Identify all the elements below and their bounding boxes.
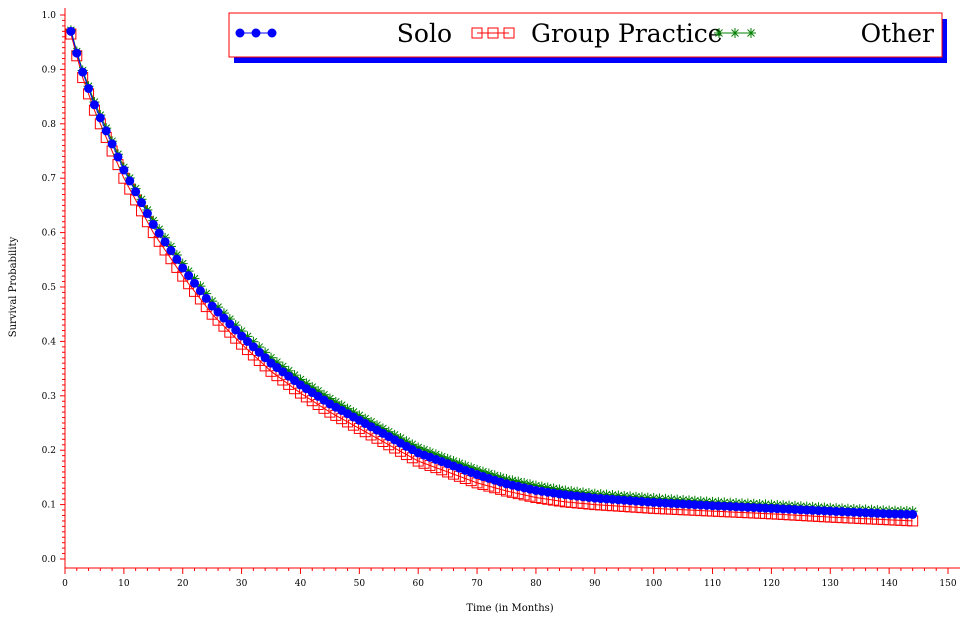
x-tick-label: 140 (881, 579, 898, 589)
legend-marker (251, 28, 261, 38)
series-solo (66, 26, 918, 519)
legend-marker (503, 27, 515, 39)
series-other (65, 25, 918, 517)
x-tick-label: 0 (62, 579, 68, 589)
data-point (148, 219, 158, 229)
data-point (160, 237, 170, 247)
legend-label: Other (861, 19, 934, 48)
legend-box (228, 12, 943, 58)
x-tick-label: 90 (589, 579, 601, 589)
x-tick-label: 80 (530, 579, 542, 589)
x-tick-label: 120 (763, 579, 780, 589)
data-point (254, 347, 264, 357)
data-point (78, 67, 88, 77)
data-point (242, 336, 252, 346)
data-point (207, 301, 217, 311)
data-point (260, 353, 270, 363)
data-point (101, 126, 111, 136)
data-point (231, 325, 241, 335)
y-tick-label: 0.8 (42, 120, 57, 130)
legend-marker (730, 28, 740, 38)
x-tick-label: 30 (236, 579, 248, 589)
series-line (70, 31, 913, 515)
x-tick-label: 110 (704, 579, 721, 589)
data-point (95, 113, 105, 123)
legend-items: Solo Group Practice Other (235, 19, 934, 48)
y-tick-label: 0.9 (42, 65, 57, 75)
x-tick-label: 10 (118, 579, 130, 589)
x-tick-label: 130 (822, 579, 839, 589)
data-point (89, 100, 99, 110)
y-tick-label: 1.0 (42, 11, 57, 21)
x-tick-label: 20 (177, 579, 189, 589)
data-point (213, 307, 223, 317)
legend-label: Solo (397, 19, 452, 48)
axes: 0.0 0.1 0.2 0.3 0.4 0.5 0.6 0.7 0.8 0.9 1.0 0 10 20 3… (8, 8, 960, 614)
y-axis-title: Survival Probability (8, 236, 19, 337)
data-point (107, 139, 117, 149)
data-point (248, 342, 258, 352)
legend-marker (471, 27, 483, 39)
data-point (84, 83, 94, 93)
data-point (154, 228, 164, 238)
legend-marker (487, 27, 499, 39)
data-point (113, 152, 123, 162)
series-line (70, 30, 913, 512)
y-tick-label: 0.1 (42, 501, 56, 511)
y-tick-label: 0.2 (42, 446, 56, 456)
x-tick-label: 150 (939, 579, 956, 589)
x-tick-label: 50 (354, 579, 366, 589)
data-point (166, 246, 176, 256)
legend-marker (746, 28, 756, 38)
x-axis-title: Time (in Months) (466, 603, 553, 614)
data-point (72, 48, 82, 58)
y-tick-label: 0.4 (42, 337, 57, 347)
data-point (190, 278, 200, 288)
x-tick-label: 40 (295, 579, 307, 589)
data-point (172, 254, 182, 264)
data-point (131, 187, 141, 197)
legend-item-group-practice: Group Practice (471, 19, 723, 48)
legend-item-solo: Solo (235, 19, 452, 48)
legend-item-other: Other (714, 19, 934, 48)
plot-area (65, 25, 919, 527)
y-tick-label: 0.0 (42, 555, 57, 565)
data-point (142, 209, 152, 219)
data-point (137, 198, 147, 208)
y-tick-label: 0.5 (42, 283, 57, 293)
x-tick-label: 100 (645, 579, 662, 589)
data-point (184, 271, 194, 281)
x-tick-label: 70 (471, 579, 483, 589)
x-tick-label: 60 (412, 579, 424, 589)
y-tick-label: 0.6 (42, 229, 57, 239)
data-point (125, 176, 135, 186)
legend-label: Group Practice (531, 19, 723, 48)
legend: Solo Group Practice Other (228, 12, 947, 63)
y-tick-label: 0.3 (42, 392, 57, 402)
data-point (908, 509, 918, 519)
series-line (70, 33, 913, 522)
data-point (219, 313, 229, 323)
data-point (201, 293, 211, 303)
data-point (178, 263, 188, 273)
x-ticks: 0 10 20 30 40 50 60 70 80 90 100 110 120 130 140 150 (62, 568, 957, 589)
y-tick-label: 0.7 (42, 174, 57, 184)
data-point (66, 26, 76, 36)
data-point (237, 331, 247, 341)
y-ticks: 0.0 0.1 0.2 0.3 0.4 0.5 0.6 0.7 0.8 0.9 1.0 (42, 11, 65, 565)
legend-marker (235, 28, 245, 38)
legend-marker (267, 28, 277, 38)
legend-marker (714, 28, 724, 38)
data-point (225, 319, 235, 329)
data-point (119, 165, 129, 175)
data-point (195, 286, 205, 296)
